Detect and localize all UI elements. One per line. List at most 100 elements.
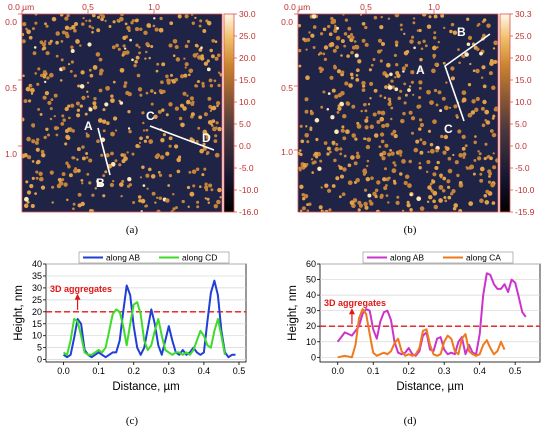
afm-particle: [433, 88, 438, 93]
afm-particle: [174, 77, 179, 82]
colorbar-tick-label: 25.0: [515, 31, 532, 41]
afm-particle: [161, 108, 165, 112]
colorbar-tick-label: -5.0: [239, 163, 254, 173]
y-tick-label: 10: [32, 331, 42, 341]
afm-particle: [145, 42, 150, 47]
afm-particle: [355, 74, 359, 77]
afm-particle: [204, 197, 207, 200]
colorbar-tick-label: -10.0: [239, 185, 259, 195]
afm-particle: [370, 176, 374, 180]
afm-particle: [369, 97, 372, 100]
colorbar-b: [499, 13, 511, 213]
afm-particle: [431, 179, 434, 182]
afm-particle: [416, 104, 421, 109]
afm-particle: [340, 54, 343, 57]
afm-particle: [210, 54, 215, 59]
afm-particle: [91, 193, 95, 197]
afm-particle: [343, 32, 348, 36]
afm-particle: [426, 200, 430, 204]
afm-particle: [389, 149, 392, 152]
afm-particle: [298, 64, 302, 68]
afm-particle: [456, 173, 460, 178]
afm-particle: [392, 161, 396, 165]
x-tick-label: 0.4: [473, 366, 486, 376]
afm-particle: [30, 87, 35, 93]
afm-particle: [58, 180, 64, 186]
afm-particle: [31, 176, 35, 180]
afm-particle: [298, 166, 302, 170]
y-tick-label: 40: [32, 259, 42, 269]
afm-particle: [298, 151, 301, 155]
afm-particle: [23, 99, 28, 104]
afm-particle: [135, 55, 140, 60]
afm-particle: [380, 110, 386, 116]
afm-particle: [124, 47, 127, 50]
y-tick-label: 50: [306, 275, 316, 285]
afm-particle: [304, 109, 309, 114]
afm-particle: [200, 56, 205, 61]
afm-particle: [404, 93, 408, 97]
afm-particle: [331, 140, 336, 145]
afm-particle: [369, 81, 374, 86]
afm-particle: [145, 135, 149, 139]
afm-particle: [183, 73, 188, 78]
afm-particle: [136, 73, 141, 78]
afm-particle: [448, 106, 452, 109]
afm-particle: [364, 109, 368, 113]
afm-particle: [351, 104, 356, 109]
afm-particle: [123, 84, 127, 88]
afm-particle: [118, 16, 124, 22]
afm-particle: [379, 59, 383, 63]
afm-particle: [450, 76, 455, 81]
afm-particle: [429, 148, 435, 154]
afm-particle: [79, 104, 83, 108]
afm-particle: [38, 171, 43, 176]
afm-particle: [68, 27, 72, 31]
afm-particle: [131, 58, 134, 62]
afm-particle: [400, 28, 403, 31]
afm-particle: [138, 51, 142, 55]
afm-particle: [60, 58, 64, 62]
afm-particle: [457, 48, 460, 51]
afm-particle: [184, 62, 189, 67]
afm-a-xtick: 0.0 µm: [8, 2, 34, 12]
afm-particle: [403, 101, 407, 105]
afm-particle: [384, 167, 387, 171]
afm-particle: [428, 195, 433, 200]
afm-particle: [305, 48, 308, 51]
afm-particle: [135, 43, 139, 47]
afm-image-a: [22, 14, 222, 212]
afm-particle: [55, 31, 60, 36]
threshold-arrow-head: [74, 293, 81, 300]
afm-particle: [340, 174, 344, 179]
afm-particle: [81, 22, 85, 26]
afm-particle: [88, 19, 92, 23]
afm-particle: [121, 159, 126, 164]
afm-particle: [139, 93, 143, 97]
afm-particle: [298, 48, 302, 53]
afm-particle: [119, 67, 125, 73]
afm-particle: [145, 91, 149, 95]
afm-particle: [447, 156, 452, 161]
afm-particle: [336, 26, 340, 30]
afm-particle: [337, 106, 342, 111]
afm-particle: [410, 116, 416, 121]
afm-particle: [153, 17, 156, 20]
afm-particle: [418, 118, 423, 122]
afm-particle: [479, 178, 484, 183]
afm-particle: [347, 180, 353, 186]
afm-particle: [372, 112, 377, 117]
afm-particle: [365, 144, 371, 150]
afm-particle: [491, 132, 497, 138]
point-label-b-C: C: [444, 122, 453, 136]
y-tick-label: 10: [306, 337, 316, 347]
afm-particle: [432, 36, 437, 40]
afm-particle: [326, 146, 331, 151]
afm-particle: [451, 188, 456, 194]
afm-particle: [492, 114, 496, 118]
afm-particle: [388, 100, 392, 103]
afm-particle: [299, 124, 303, 128]
afm-particle: [180, 74, 185, 79]
afm-particle: [198, 24, 202, 28]
afm-particle: [196, 44, 199, 48]
